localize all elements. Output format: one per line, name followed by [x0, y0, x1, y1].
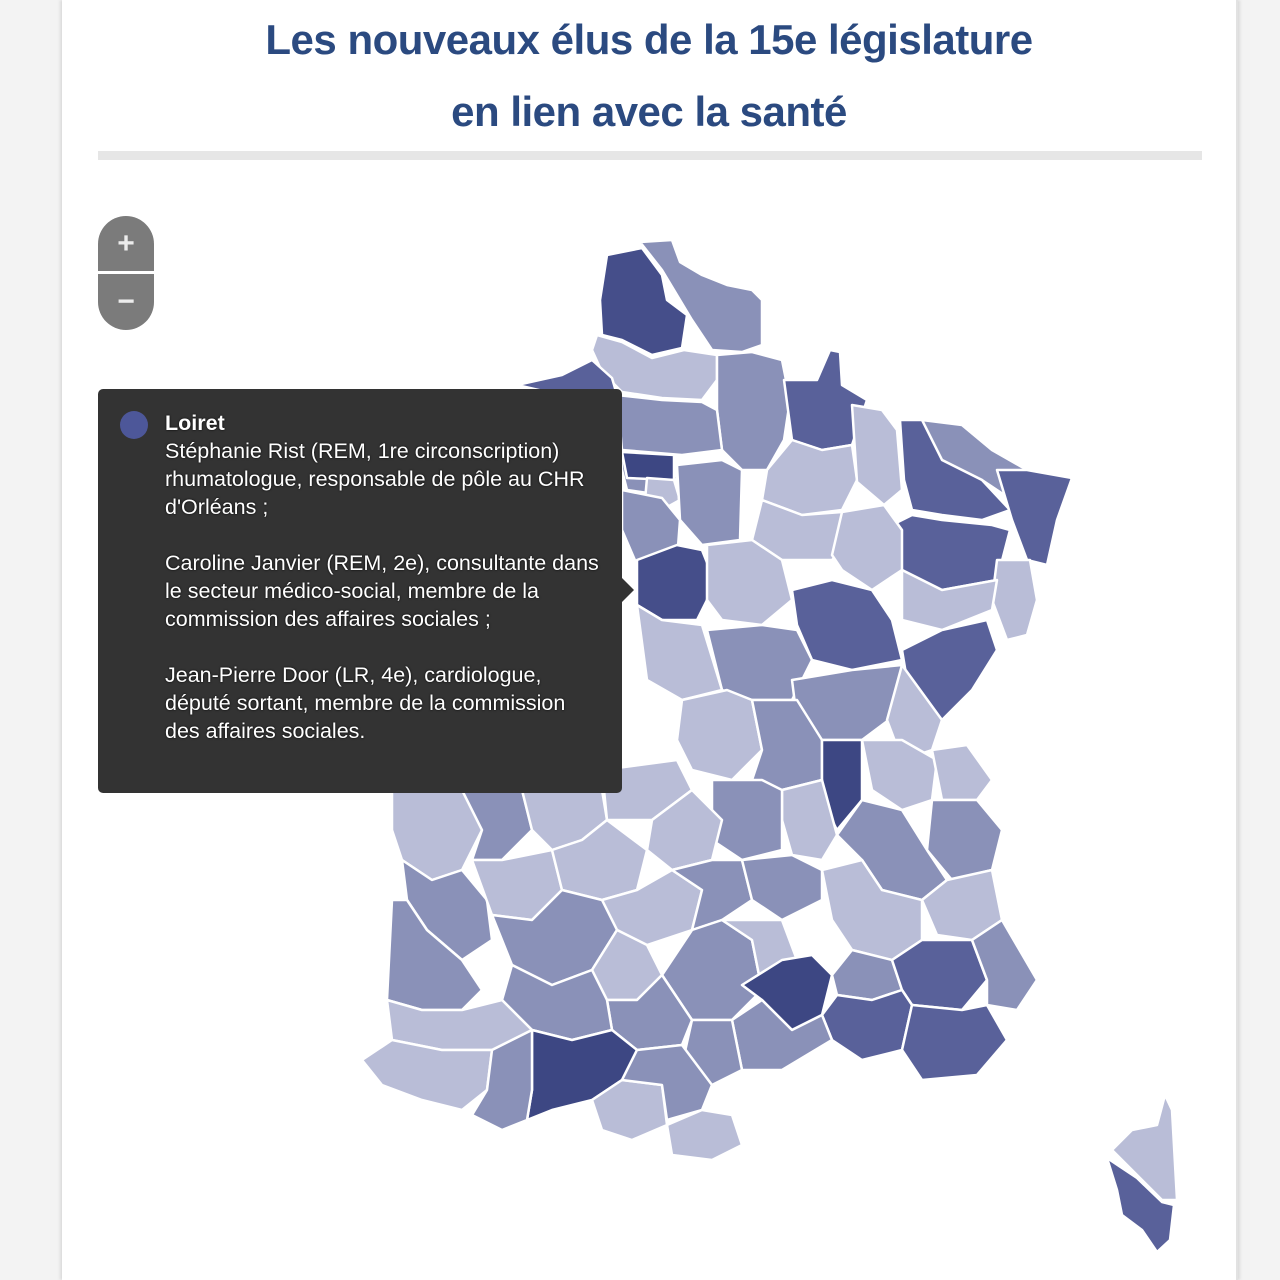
title-divider [98, 151, 1202, 160]
dept-cher [675, 688, 764, 782]
tooltip-entry: Jean-Pierre Door (LR, 4e), cardiologue, … [165, 663, 566, 743]
dept-oise [615, 393, 724, 457]
france-choropleth-map[interactable] [62, 0, 1236, 1280]
dept-alpes-maritimes [970, 918, 1039, 1012]
minus-icon: − [117, 285, 135, 318]
dept-haute-loire [740, 853, 824, 922]
dept-haut-rhin [990, 558, 1039, 642]
dept-haute-savoie [930, 743, 994, 802]
map-zoom-control: + − [98, 216, 154, 330]
dept-val-d-oise [620, 450, 676, 482]
dept-gers-hautes-pyrenees [470, 1028, 534, 1132]
tooltip-entry: Caroline Janvier (REM, 2e), consultante … [165, 551, 599, 631]
map-tooltip: Loiret Stéphanie Rist (REM, 1re circonsc… [98, 389, 634, 793]
map-svg[interactable] [62, 0, 1236, 1280]
dept-corse-du-sud [1105, 1156, 1176, 1254]
dept-yonne [705, 538, 794, 627]
tooltip-department: Loiret [165, 411, 225, 435]
zoom-out-button[interactable]: − [98, 274, 154, 330]
tooltip-entry: Stéphanie Rist (REM, 1re circonscription… [165, 439, 585, 519]
title-line-1: Les nouveaux élus de la 15e législature [265, 16, 1033, 63]
content-card: Les nouveaux élus de la 15e législature … [62, 0, 1238, 1280]
dept-cantal [670, 858, 754, 932]
dept-var [900, 1003, 1009, 1082]
dept-nord [638, 238, 764, 354]
page-title: Les nouveaux élus de la 15e législature … [62, 4, 1236, 148]
dept-meuse [850, 403, 904, 507]
dept-haute-saone [900, 568, 999, 632]
dept-haute-corse [1110, 1093, 1179, 1202]
dept-haute-marne [830, 503, 904, 592]
dept-pyrenees-atlantiques [360, 1038, 494, 1112]
dept-bouches-du-rhone [820, 988, 914, 1062]
dept-bas-rhin [995, 468, 1074, 567]
zoom-separator [98, 271, 154, 274]
dept-cote-d-or [790, 578, 904, 672]
dept-seine-et-marne [675, 458, 744, 547]
dept-herault [730, 998, 834, 1072]
dept-aude [620, 1043, 714, 1122]
zoom-in-button[interactable]: + [98, 216, 154, 272]
dept-loiret [635, 543, 714, 622]
dept-aisne [715, 350, 792, 472]
dept-pas-de-calais [598, 246, 689, 357]
series-marker-icon [120, 411, 148, 439]
dept-meurthe-et-moselle [898, 418, 1012, 522]
dept-pyrenees-orientales [665, 1108, 744, 1162]
plus-icon: + [117, 227, 135, 260]
title-line-2: en lien avec la santé [451, 88, 847, 135]
